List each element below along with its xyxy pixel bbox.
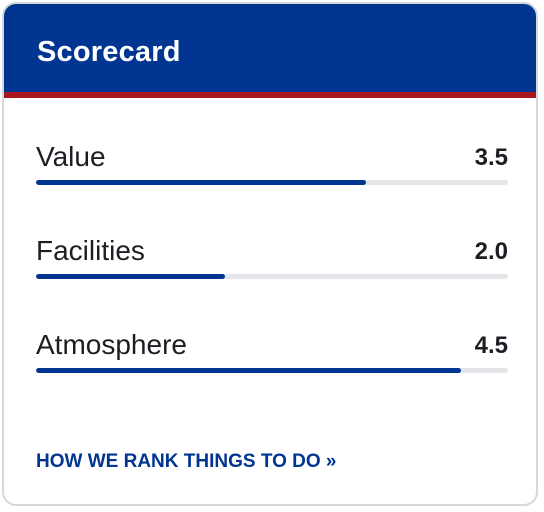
score-row-facilities: Facilities 2.0 (36, 237, 508, 297)
score-value: 3.5 (474, 144, 508, 171)
scorecard-title: Scorecard (37, 36, 181, 68)
score-row-value: Value 3.5 (36, 143, 508, 203)
how-we-rank-link[interactable]: HOW WE RANK THINGS TO DO » (36, 451, 337, 472)
score-label: Atmosphere (36, 329, 187, 360)
scorecard-card: Scorecard Value 3.5 Facilities 2.0 Atmos… (2, 2, 538, 506)
score-row-atmosphere: Atmosphere 4.5 (36, 331, 508, 391)
score-label: Value (36, 141, 106, 172)
score-bar-track (36, 274, 508, 279)
score-bar-track (36, 180, 508, 185)
scorecard-header: Scorecard (4, 4, 536, 92)
score-bar-fill (36, 274, 225, 279)
score-value: 4.5 (474, 332, 508, 359)
score-label: Facilities (36, 235, 145, 266)
score-bar-track (36, 368, 508, 373)
score-bar-fill (36, 180, 367, 185)
header-accent-rule (4, 92, 536, 98)
score-bar-fill (36, 368, 461, 373)
score-value: 2.0 (474, 238, 508, 265)
